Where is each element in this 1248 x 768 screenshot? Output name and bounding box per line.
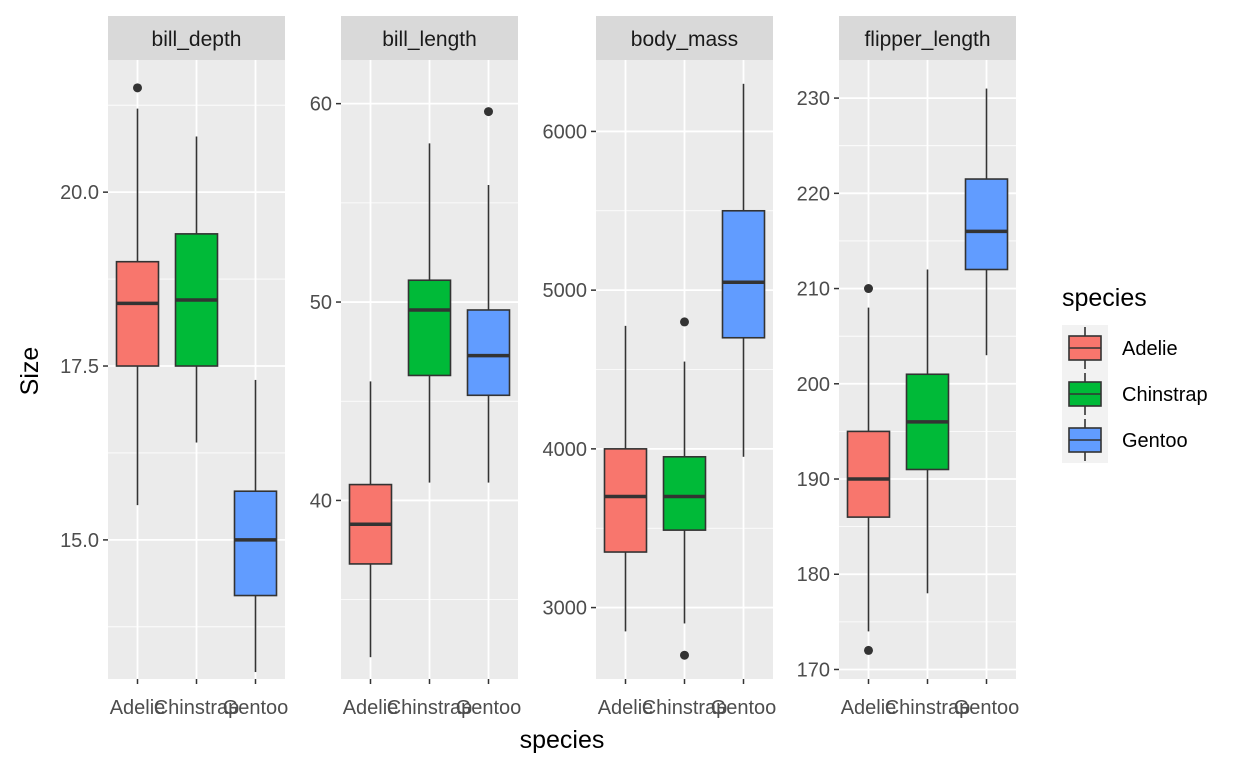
y-tick-label: 3000 — [543, 598, 588, 620]
y-tick-label: 190 — [797, 469, 830, 491]
box-gentoo — [466, 107, 511, 483]
x-axis-title: species — [520, 726, 605, 754]
strip-bill_length — [341, 16, 518, 60]
y-tick-label: 60 — [310, 94, 332, 116]
legend-key-adelie: Adelie — [1062, 325, 1178, 371]
iqr-box — [407, 279, 452, 377]
strip-label-bill_length: bill_length — [382, 28, 477, 51]
y-tick-label: 40 — [310, 490, 332, 512]
box-adelie — [115, 83, 160, 506]
x-tick-label: Gentoo — [456, 697, 522, 719]
legend-label: Adelie — [1122, 338, 1178, 360]
strip-label-bill_depth: bill_depth — [152, 28, 242, 51]
x-tick-label: Gentoo — [223, 697, 289, 719]
x-tick-label: Adelie — [841, 697, 897, 719]
outlier-point — [680, 317, 689, 327]
x-tick-label: Adelie — [110, 697, 166, 719]
box-gentoo — [964, 88, 1009, 356]
y-tick-label: 15.0 — [60, 530, 99, 552]
y-tick-label: 230 — [797, 88, 830, 110]
y-tick-label: 4000 — [543, 439, 588, 461]
x-tick-label: Gentoo — [954, 697, 1020, 719]
x-tick-label: Chinstrap — [387, 697, 473, 719]
iqr-box — [233, 490, 278, 597]
iqr-box — [466, 309, 511, 397]
iqr-box — [964, 178, 1009, 271]
y-axis-title: Size — [16, 347, 44, 396]
y-tick-label: 200 — [797, 374, 830, 396]
box-adelie — [846, 284, 891, 655]
y-tick-label: 50 — [310, 292, 332, 314]
x-tick-label: Adelie — [598, 697, 654, 719]
outlier-point — [864, 284, 873, 294]
legend-keys: Adelie Chinstrap Gentoo — [1062, 325, 1208, 463]
x-tick-label: Chinstrap — [642, 697, 728, 719]
outlier-point — [864, 645, 873, 655]
box-chinstrap — [174, 136, 219, 443]
y-tick-label: 210 — [797, 279, 830, 301]
iqr-box — [846, 430, 891, 518]
x-tick-label: Adelie — [343, 697, 399, 719]
panel-bill_depth: bill_depth 15.0 17.5 20.0 AdelieChinstrapGen… — [60, 16, 288, 719]
strip-bill_depth — [108, 16, 285, 60]
strip-label-body_mass: body_mass — [631, 28, 738, 51]
y-tick-label: 20.0 — [60, 182, 99, 204]
legend-key-chinstrap: Chinstrap — [1062, 371, 1208, 417]
y-tick-label: 220 — [797, 183, 830, 205]
legend-label: Chinstrap — [1122, 384, 1208, 406]
box-gentoo — [233, 379, 278, 673]
iqr-box — [603, 448, 648, 553]
y-tick-label: 170 — [797, 659, 830, 681]
strip-label-flipper_length: flipper_length — [864, 28, 990, 51]
x-tick-label: Chinstrap — [885, 697, 971, 719]
outlier-point — [133, 83, 142, 93]
y-tick-label: 180 — [797, 564, 830, 586]
legend-key-gentoo: Gentoo — [1062, 417, 1188, 463]
iqr-box — [115, 260, 160, 367]
box-gentoo — [721, 83, 766, 457]
legend-label: Gentoo — [1122, 430, 1188, 452]
box-adelie — [603, 325, 648, 632]
box-adelie — [348, 381, 393, 658]
y-tick-label: 6000 — [543, 121, 588, 143]
panel-body_mass: body_mass 3000 4000 5000 6000 AdelieChinstrap… — [543, 16, 777, 719]
legend-title: species — [1062, 284, 1147, 312]
iqr-box — [721, 209, 766, 339]
x-tick-label: Chinstrap — [154, 697, 240, 719]
strip-body_mass — [596, 16, 773, 60]
facet-panels: bill_depth15.017.520.0AdelieChinstrapGen… — [60, 16, 1019, 719]
box-chinstrap — [407, 143, 452, 483]
panel-flipper_length: flipper_length 170 180 190 200 210 220 230 Adeli… — [797, 16, 1020, 719]
box-chinstrap — [905, 269, 950, 594]
iqr-box — [662, 455, 707, 531]
y-tick-label: 5000 — [543, 280, 588, 302]
y-tick-label: 17.5 — [60, 356, 99, 378]
outlier-point — [680, 650, 689, 660]
outlier-point — [484, 107, 493, 117]
x-tick-label: Gentoo — [711, 697, 777, 719]
legend: species Adelie Chinstrap Gentoo — [1062, 284, 1208, 463]
strip-flipper_length — [839, 16, 1016, 60]
box-chinstrap — [662, 317, 707, 660]
